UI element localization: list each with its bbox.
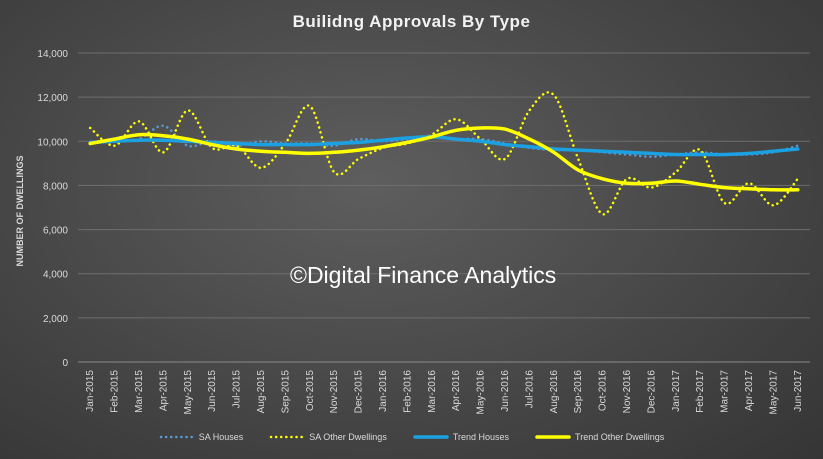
legend-label: SA Other Dwellings <box>309 432 387 442</box>
x-tick-label: Oct-2016 <box>598 370 609 412</box>
x-tick-label: Sep-2015 <box>280 370 291 414</box>
x-tick-label: Jul-2016 <box>524 370 535 409</box>
y-tick-label: 6,000 <box>43 226 68 237</box>
y-tick-label: 10,000 <box>37 137 68 148</box>
x-tick-label: Jan-2015 <box>85 370 96 412</box>
x-tick-label: Aug-2016 <box>549 370 560 414</box>
legend-item-trend-houses: Trend Houses <box>413 432 509 442</box>
legend-item-trend-other-dwellings: Trend Other Dwellings <box>535 432 664 442</box>
x-tick-label: Jul-2015 <box>232 370 243 409</box>
x-tick-label: Feb-2016 <box>402 370 413 413</box>
x-tick-label: Jun-2017 <box>793 370 804 412</box>
legend-item-sa-other-dwellings: SA Other Dwellings <box>269 432 387 442</box>
legend-item-sa-houses: SA Houses <box>159 432 244 442</box>
x-tick-label: Nov-2016 <box>622 370 633 414</box>
x-tick-label: Oct-2015 <box>305 370 316 412</box>
x-tick-label: Nov-2015 <box>329 370 340 414</box>
legend-swatch <box>159 435 194 439</box>
legend: SA Houses SA Other Dwellings Trend Houses T… <box>0 432 823 442</box>
y-tick-label: 4,000 <box>43 270 68 281</box>
legend-label: SA Houses <box>198 432 244 442</box>
x-tick-label: Jun-2015 <box>207 370 218 412</box>
x-tick-label: May-2017 <box>768 370 779 415</box>
legend-label: Trend Houses <box>452 432 510 442</box>
x-tick-label: Jan-2016 <box>378 370 389 412</box>
x-tick-label: Feb-2017 <box>695 370 706 413</box>
legend-swatch <box>270 435 305 439</box>
x-tick-label: Apr-2017 <box>744 370 755 412</box>
series-line-trend-houses <box>88 135 800 157</box>
y-tick-label: 14,000 <box>37 49 68 60</box>
x-tick-label: Mar-2017 <box>720 370 731 413</box>
x-tick-label: Sep-2016 <box>573 370 584 414</box>
y-tick-label: 2,000 <box>43 314 68 325</box>
legend-swatch <box>535 435 571 439</box>
series-line-trend-other-dwellings <box>88 126 800 192</box>
x-tick-label: Mar-2016 <box>427 370 438 413</box>
watermark: ©Digital Finance Analytics <box>290 262 557 288</box>
x-tick-label: Apr-2016 <box>451 370 462 412</box>
x-tick-label: Jan-2017 <box>671 370 682 412</box>
chart-title: Builidng Approvals By Type <box>292 12 531 31</box>
x-tick-label: Aug-2015 <box>256 370 267 414</box>
x-tick-label: May-2016 <box>476 370 487 415</box>
x-tick-label: Dec-2016 <box>646 370 657 414</box>
x-tick-label: Jun-2016 <box>500 370 511 412</box>
y-tick-label: 0 <box>62 358 68 369</box>
x-tick-label: Dec-2015 <box>354 370 365 414</box>
y-tick-label: 8,000 <box>43 181 68 192</box>
legend-swatch <box>413 435 449 439</box>
y-tick-label: 12,000 <box>37 93 68 104</box>
x-tick-label: Mar-2015 <box>134 370 145 413</box>
x-tick-label: Feb-2015 <box>110 370 121 413</box>
x-tick-label: Apr-2015 <box>158 370 169 412</box>
x-tick-label: May-2015 <box>183 370 194 415</box>
legend-label: Trend Other Dwellings <box>575 432 665 442</box>
